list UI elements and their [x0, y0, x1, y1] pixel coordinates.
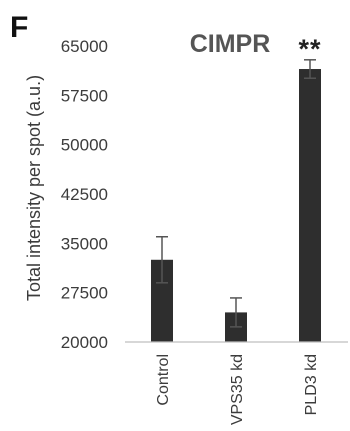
- y-tick-label: 20000: [61, 333, 108, 352]
- bar: [151, 259, 173, 342]
- x-axis: Control VPS35 kd PLD3 kd: [155, 354, 320, 425]
- significance-label: **: [298, 34, 321, 64]
- y-axis: 20000 27500 35000 42500 50000 57500 65000: [61, 37, 108, 352]
- y-tick-label: 27500: [61, 284, 108, 303]
- chart-title: CIMPR: [190, 30, 271, 58]
- bars: [151, 69, 321, 343]
- y-tick-label: 50000: [61, 136, 108, 155]
- y-tick-label: 57500: [61, 86, 108, 105]
- y-tick-label: 65000: [61, 37, 108, 56]
- x-tick-label: VPS35 kd: [229, 354, 246, 425]
- x-tick-label: PLD3 kd: [303, 354, 320, 415]
- annotations: **: [298, 34, 321, 64]
- y-axis-title: Total intensity per spot (a.u.): [24, 75, 44, 301]
- x-tick-label: Control: [155, 354, 172, 406]
- y-tick-label: 35000: [61, 234, 108, 253]
- bar: [299, 69, 321, 343]
- error-bars: [156, 59, 316, 328]
- y-tick-label: 42500: [61, 185, 108, 204]
- panel-letter: F: [10, 11, 28, 44]
